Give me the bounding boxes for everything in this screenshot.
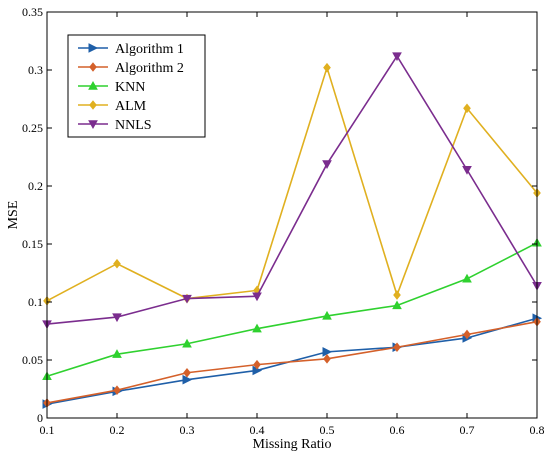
x-tick-label: 0.3 xyxy=(180,423,195,437)
data-point-alm xyxy=(463,103,471,114)
ticks-layer: 0.1 0.2 0.3 0.4 0.5 0.6 0.7 0.8 0 0.05 0.1 0.15 0.2 0… xyxy=(22,5,545,437)
legend-swatch-marker xyxy=(88,120,98,130)
series-line-knn xyxy=(46,242,538,378)
y-tick-label: 0.1 xyxy=(28,295,43,309)
y-tick-label: 0.2 xyxy=(28,179,43,193)
x-axis-label: Missing Ratio xyxy=(253,437,332,452)
data-point-alm xyxy=(113,258,121,269)
legend-item-alm: ALM xyxy=(78,99,147,114)
legend-item-algorithm-1: Algorithm 1 xyxy=(78,42,184,57)
legend-label: Algorithm 2 xyxy=(115,61,184,76)
data-point-algorithm-2 xyxy=(183,367,191,378)
series-line-alm xyxy=(46,64,538,302)
series-line-nnls xyxy=(46,54,538,325)
legend: Algorithm 1 Algorithm 2 KNN ALM NNLS xyxy=(67,34,206,138)
legend-item-nnls: NNLS xyxy=(78,118,152,133)
y-tick-label: 0.35 xyxy=(22,5,43,19)
legend-item-algorithm-2: Algorithm 2 xyxy=(78,61,184,76)
data-point-nnls xyxy=(322,160,332,169)
data-point-knn xyxy=(462,273,472,283)
data-point-alm xyxy=(393,290,401,300)
data-point-knn xyxy=(112,349,122,358)
y-tick-label: 0.15 xyxy=(22,237,43,251)
legend-label: KNN xyxy=(115,80,145,95)
data-point-knn xyxy=(322,310,332,320)
series-nnls xyxy=(42,52,542,330)
legend-swatch-marker xyxy=(89,100,97,110)
legend-swatch-marker xyxy=(88,43,99,53)
data-point-nnls xyxy=(392,52,402,62)
data-point-algorithm-2 xyxy=(253,359,261,370)
plot-frame xyxy=(46,11,538,419)
data-point-algorithm-2 xyxy=(113,385,121,395)
data-point-knn xyxy=(252,323,262,333)
data-point-algorithm-1 xyxy=(182,374,193,385)
legend-item-knn: KNN xyxy=(78,80,145,95)
series-line-algorithm-2 xyxy=(46,320,538,404)
data-point-algorithm-1 xyxy=(322,347,333,357)
x-tick-label: 0.6 xyxy=(390,423,405,437)
legend-label: Algorithm 1 xyxy=(115,42,184,57)
x-tick-label: 0.4 xyxy=(250,423,265,437)
data-point-nnls xyxy=(112,313,122,323)
legend-swatch-marker xyxy=(89,62,97,72)
data-point-algorithm-2 xyxy=(323,354,331,364)
y-tick-label: 0.25 xyxy=(22,121,43,135)
y-tick-label: 0 xyxy=(37,411,43,425)
data-point-algorithm-2 xyxy=(393,342,401,353)
legend-swatch-marker xyxy=(88,80,98,90)
series-algorithm-2 xyxy=(43,316,541,408)
data-point-nnls xyxy=(182,294,192,304)
legend-label: NNLS xyxy=(115,118,152,133)
legend-label: ALM xyxy=(115,99,147,114)
data-point-alm xyxy=(323,62,331,73)
y-axis-label: MSE xyxy=(6,201,21,230)
x-tick-label: 0.8 xyxy=(530,423,545,437)
data-point-nnls xyxy=(462,166,472,175)
data-point-algorithm-2 xyxy=(463,329,471,340)
x-tick-label: 0.7 xyxy=(460,423,475,437)
data-point-knn xyxy=(392,300,402,310)
y-tick-label: 0.3 xyxy=(28,63,43,77)
series-alm xyxy=(43,62,541,306)
data-point-knn xyxy=(182,338,192,348)
x-tick-label: 0.1 xyxy=(40,423,55,437)
x-tick-label: 0.2 xyxy=(110,423,125,437)
series-layer xyxy=(42,52,543,409)
x-tick-label: 0.5 xyxy=(320,423,335,437)
data-point-nnls xyxy=(252,292,262,302)
y-tick-label: 0.05 xyxy=(22,353,43,367)
